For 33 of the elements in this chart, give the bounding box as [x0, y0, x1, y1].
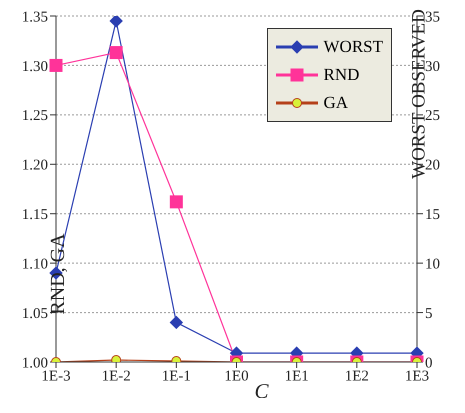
y-tick-label: 1.25	[22, 108, 48, 124]
legend-label: GA	[324, 93, 348, 113]
y2-tick-label: 30	[425, 58, 440, 75]
x-axis-title: C	[254, 379, 270, 403]
x-tick-label: 1E0	[224, 368, 249, 385]
point	[110, 46, 123, 60]
y-tick-label: 1.20	[22, 158, 48, 174]
y-tick-label: 1.30	[22, 58, 48, 75]
y-tick-label: 1.00	[22, 355, 48, 372]
y-axis-title: RND, GA	[47, 232, 70, 315]
y-tick-label: 1.35	[22, 9, 48, 26]
point	[170, 195, 183, 208]
y-tick-label: 1.10	[22, 256, 48, 272]
y2-tick-label: 15	[425, 207, 440, 224]
y2-tick-label: 20	[425, 158, 440, 174]
y2-tick-label: 35	[425, 9, 440, 26]
x-tick-label: 1E2	[344, 368, 369, 385]
x-tick-label: 1E1	[284, 368, 309, 385]
point	[170, 316, 183, 329]
x-tick-label: 1E-1	[162, 368, 191, 385]
point	[110, 16, 123, 28]
x-tick-label: 1E-3	[41, 368, 71, 385]
y-tick-label: 1.05	[22, 306, 48, 322]
y2-tick-label: 10	[425, 256, 440, 272]
legend-label: WORST	[324, 37, 383, 57]
x-tick-label: 1E-2	[102, 368, 131, 385]
y2-tick-label: 0	[425, 355, 432, 372]
y-tick-label: 1.15	[22, 207, 48, 224]
x-tick-label: 1E3	[404, 368, 430, 385]
point	[50, 58, 62, 72]
y2-tick-label: 5	[425, 306, 432, 322]
legend-label: RND	[324, 65, 360, 85]
y2-tick-label: 25	[425, 108, 440, 124]
